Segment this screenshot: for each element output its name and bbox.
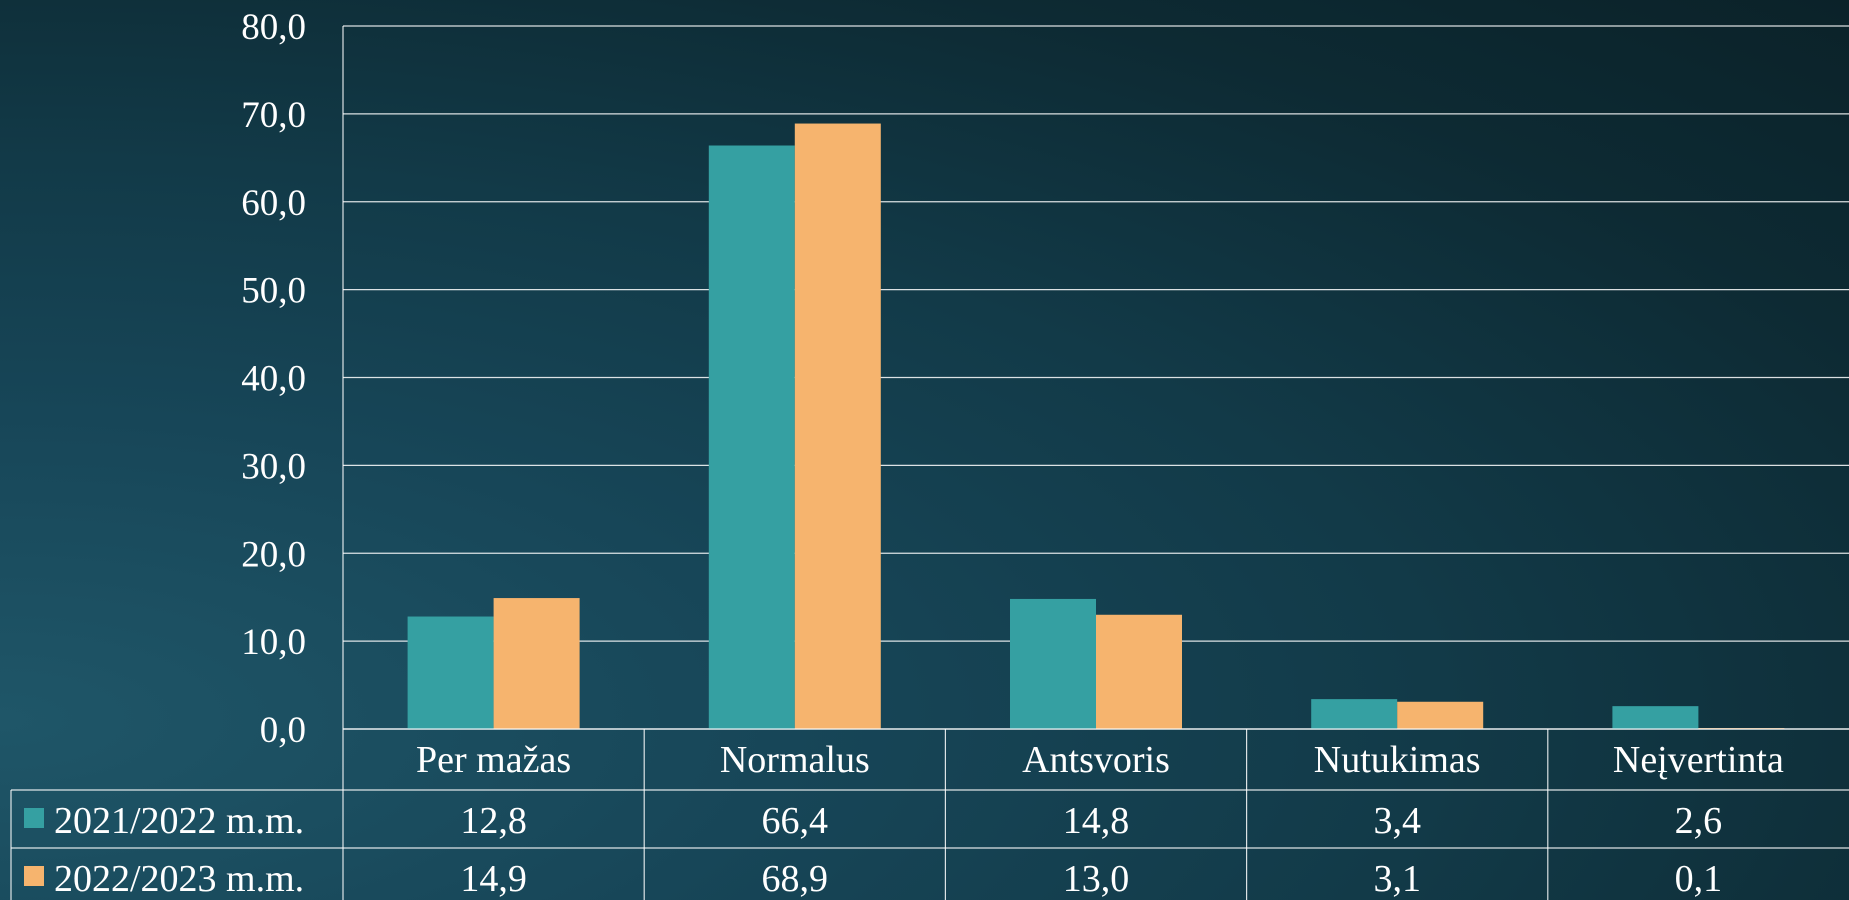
table-value: 3,1 bbox=[1373, 858, 1421, 900]
y-tick-label: 40,0 bbox=[241, 359, 306, 400]
legend-label: 2021/2022 m.m. bbox=[54, 800, 304, 842]
bars bbox=[407, 123, 1785, 729]
bar-1-2 bbox=[708, 145, 795, 729]
y-tick-label: 70,0 bbox=[241, 95, 306, 136]
table-value: 14,9 bbox=[460, 858, 527, 900]
y-tick-label: 50,0 bbox=[241, 271, 306, 312]
table-value: 13,0 bbox=[1063, 858, 1130, 900]
bar-1-1 bbox=[407, 616, 494, 729]
bar-1-4 bbox=[1311, 699, 1398, 729]
table-value: 0,1 bbox=[1675, 858, 1723, 900]
category-label: Neįvertinta bbox=[1613, 739, 1784, 781]
table-value: 68,9 bbox=[762, 858, 829, 900]
y-tick-label: 80,0 bbox=[241, 7, 306, 48]
category-label: Nutukimas bbox=[1314, 739, 1481, 781]
bar-1-5 bbox=[1612, 706, 1699, 729]
table-value: 12,8 bbox=[460, 800, 527, 842]
legend-label: 2022/2023 m.m. bbox=[54, 858, 304, 900]
table-value: 14,8 bbox=[1063, 800, 1130, 842]
legend-swatch bbox=[24, 866, 44, 886]
y-tick-label: 30,0 bbox=[241, 446, 306, 487]
table-value: 66,4 bbox=[762, 800, 829, 842]
category-label: Normalus bbox=[720, 739, 870, 781]
y-tick-label: 0,0 bbox=[260, 710, 306, 751]
category-label: Per mažas bbox=[416, 739, 571, 781]
y-axis-tick-labels: 0,0 10,0 20,0 30,0 40,0 50,0 60,0 70,0 80,0 bbox=[241, 7, 306, 751]
y-tick-label: 20,0 bbox=[241, 534, 306, 575]
y-tick-label: 10,0 bbox=[241, 622, 306, 663]
bar-2-4 bbox=[1397, 701, 1484, 729]
bar-1-3 bbox=[1010, 598, 1096, 729]
bar-2-3 bbox=[1096, 614, 1182, 729]
table-value: 2,6 bbox=[1675, 800, 1723, 842]
category-label: Antsvoris bbox=[1022, 739, 1170, 781]
data-table: Per mažas Normalus Antsvoris Nutukimas Neįve… bbox=[10, 728, 1849, 900]
gridlines bbox=[342, 25, 1849, 730]
bar-2-2 bbox=[794, 123, 881, 729]
legend-swatch bbox=[24, 808, 44, 828]
bar-2-1 bbox=[493, 598, 580, 729]
table-value: 3,4 bbox=[1373, 800, 1421, 842]
y-tick-label: 60,0 bbox=[241, 183, 306, 224]
